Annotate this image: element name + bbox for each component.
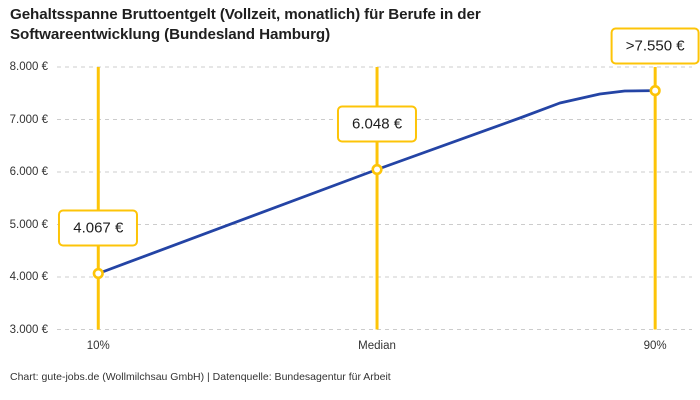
x-axis-label-median: Median bbox=[358, 340, 396, 352]
data-marker-Median bbox=[371, 163, 383, 176]
y-axis-tick-label: 7.000 € bbox=[9, 113, 48, 126]
x-axis-label-10pct: 10% bbox=[86, 340, 110, 352]
y-axis-tick-label: 3.000 € bbox=[9, 323, 48, 336]
value-callout-90pct: >7.550 € bbox=[610, 27, 700, 65]
y-axis-tick-label: 5.000 € bbox=[9, 218, 48, 231]
y-axis-tick-label: 6.000 € bbox=[9, 166, 48, 178]
y-axis-tick-label: 8.000 € bbox=[9, 61, 48, 73]
value-callout-10pct: 4.067 € bbox=[58, 209, 139, 247]
value-callout-median: 6.048 € bbox=[337, 105, 418, 143]
chart-title: Gehaltsspanne Bruttoentgelt (Vollzeit, m… bbox=[10, 6, 481, 43]
data-marker-10% bbox=[92, 267, 104, 280]
data-marker-90% bbox=[649, 85, 661, 97]
y-axis-tick-label: 4.000 € bbox=[9, 271, 48, 283]
x-axis-label-90pct: 90% bbox=[643, 340, 667, 352]
source-credit: Chart: gute-jobs.de (Wollmilchsau GmbH) … bbox=[10, 371, 391, 383]
